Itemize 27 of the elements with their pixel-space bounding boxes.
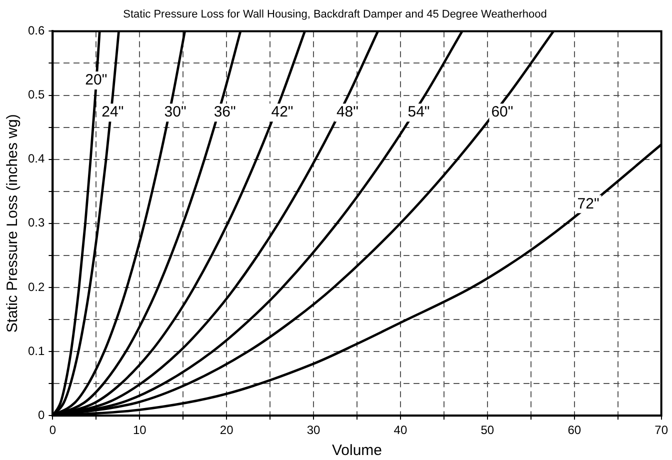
y-tick-label: 0 (38, 408, 45, 422)
annotation: 54" (408, 104, 430, 121)
annotation: 24" (102, 104, 124, 121)
y-tick-label: 0.1 (28, 344, 45, 358)
x-tick-label: 10 (132, 423, 147, 438)
y-tick-label: 0.4 (28, 152, 45, 166)
annotation: 42" (271, 104, 294, 121)
x-tick-label: 40 (394, 423, 408, 438)
chart-title: Static Pressure Loss for Wall Housing, Backdraft Damper and 45 Degree Weatherhood (123, 8, 547, 21)
y-axis-title: Static Pressure Loss (inches wg) (4, 114, 22, 333)
y-tick-label: 0.5 (28, 88, 45, 102)
annotation: 48" (336, 104, 358, 121)
annotation: 36" (214, 104, 236, 121)
x-tick-label: 70 (654, 423, 668, 438)
annotation: 20" (85, 72, 108, 89)
x-axis-title: Volume (332, 442, 382, 460)
x-tick-label: 60 (568, 423, 582, 438)
annotation: 72" (577, 195, 600, 212)
annotation: 60" (491, 104, 514, 121)
x-tick-label: 20 (220, 423, 234, 438)
x-tick-label: 30 (306, 423, 321, 438)
y-tick-label: 0.6 (28, 24, 45, 38)
y-tick-label: 0.3 (28, 216, 45, 230)
x-tick-label: 50 (480, 423, 494, 438)
y-tick-label: 0.2 (28, 280, 45, 294)
x-tick-label: 0 (49, 423, 56, 438)
annotation: 30" (164, 104, 186, 121)
